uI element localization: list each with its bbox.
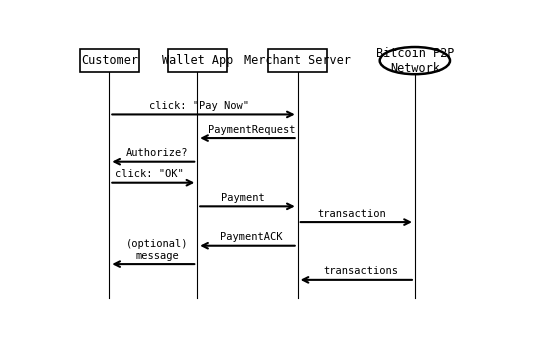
Text: Bitcoin P2P
Network: Bitcoin P2P Network: [376, 47, 454, 75]
Text: click: "OK": click: "OK": [114, 169, 184, 179]
Text: PaymentRequest: PaymentRequest: [208, 125, 295, 135]
Text: Payment: Payment: [221, 193, 265, 203]
Text: transactions: transactions: [323, 266, 398, 277]
FancyBboxPatch shape: [268, 49, 327, 72]
Text: (optional)
message: (optional) message: [126, 239, 188, 261]
Text: transaction: transaction: [318, 209, 387, 219]
Text: Customer: Customer: [81, 54, 138, 67]
FancyBboxPatch shape: [80, 49, 139, 72]
FancyBboxPatch shape: [168, 49, 227, 72]
Text: PaymentACK: PaymentACK: [220, 232, 283, 242]
Text: Merchant Server: Merchant Server: [244, 54, 351, 67]
Text: Wallet App: Wallet App: [161, 54, 233, 67]
Text: click: "Pay Now": click: "Pay Now": [150, 101, 249, 111]
Text: Authorize?: Authorize?: [126, 148, 188, 158]
Ellipse shape: [380, 47, 450, 74]
